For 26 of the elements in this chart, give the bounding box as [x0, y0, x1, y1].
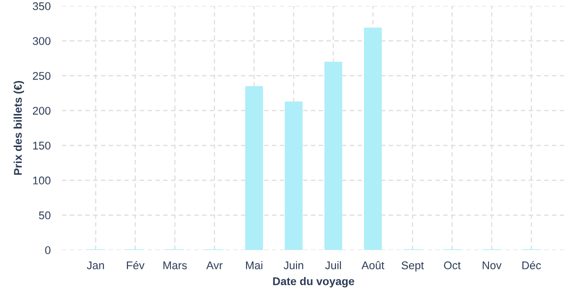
y-tick-label: 200: [32, 106, 50, 115]
x-tick-label: Fév: [126, 260, 144, 270]
y-tick-label: 150: [33, 142, 50, 150]
bar: [245, 86, 263, 250]
bar: [364, 28, 382, 250]
x-tick-label: Août: [362, 261, 384, 270]
bar: [324, 62, 342, 250]
x-tick-label: Sept: [402, 261, 424, 272]
x-tick-label: Oct: [444, 261, 461, 270]
y-tick-label: 50: [38, 211, 50, 220]
y-axis-title: Prix des billets (€): [14, 81, 24, 175]
x-tick-label: Déc: [522, 260, 541, 270]
x-tick-label: Juin: [284, 261, 304, 270]
bar: [284, 102, 303, 250]
y-tick-label: 250: [32, 72, 50, 80]
y-tick-label: 350: [32, 2, 50, 10]
x-axis-title: Date du voyage: [273, 277, 354, 288]
x-tick-label: Mars: [163, 262, 187, 270]
x-tick-label: Juil: [325, 261, 341, 270]
x-tick-label: Mai: [246, 261, 262, 270]
x-tick-label: Jan: [86, 262, 104, 270]
y-tick-label: 300: [32, 37, 50, 45]
x-tick-label: Avr: [206, 262, 223, 270]
y-tick-label: 100: [33, 176, 50, 184]
y-tick-label: 0: [45, 246, 50, 254]
x-tick-label: Nov: [482, 262, 502, 270]
